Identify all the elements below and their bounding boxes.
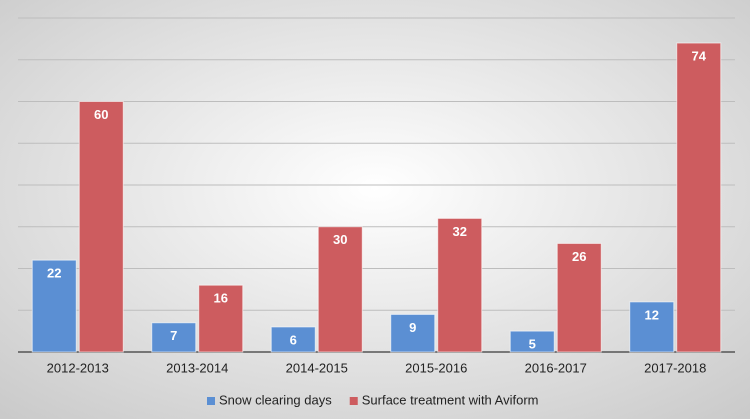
data-label: 9 [409, 320, 416, 335]
data-label: 30 [333, 232, 347, 247]
bar [317, 226, 363, 353]
data-label: 26 [572, 249, 586, 264]
bar [556, 242, 602, 353]
x-tick-label: 2012-2013 [47, 360, 109, 375]
bar [78, 101, 124, 353]
bar [676, 42, 722, 353]
bar [270, 326, 316, 353]
legend-label: Surface treatment with Aviform [362, 392, 539, 407]
legend-swatch [207, 397, 215, 405]
data-label: 32 [453, 224, 467, 239]
bar [390, 313, 436, 353]
bar [509, 330, 555, 353]
x-tick-label: 2013-2014 [166, 360, 228, 375]
bar [437, 217, 483, 353]
data-label: 12 [645, 307, 659, 322]
bar [31, 259, 77, 353]
x-tick-label: 2015-2016 [405, 360, 467, 375]
data-label: 16 [214, 291, 228, 306]
data-label: 5 [529, 337, 536, 352]
legend-swatch [349, 397, 358, 405]
bar [198, 284, 244, 353]
x-tick-label: 2016-2017 [525, 360, 587, 375]
legend-label: Snow clearing days [219, 392, 332, 407]
x-tick-label: 2014-2015 [286, 360, 348, 375]
data-label: 6 [290, 332, 297, 347]
data-label: 74 [692, 48, 707, 63]
x-tick-label: 2017-2018 [644, 360, 706, 375]
data-label: 60 [94, 107, 108, 122]
data-label: 22 [47, 266, 61, 281]
bar [151, 322, 197, 353]
data-label: 7 [170, 328, 177, 343]
bar [629, 301, 675, 353]
